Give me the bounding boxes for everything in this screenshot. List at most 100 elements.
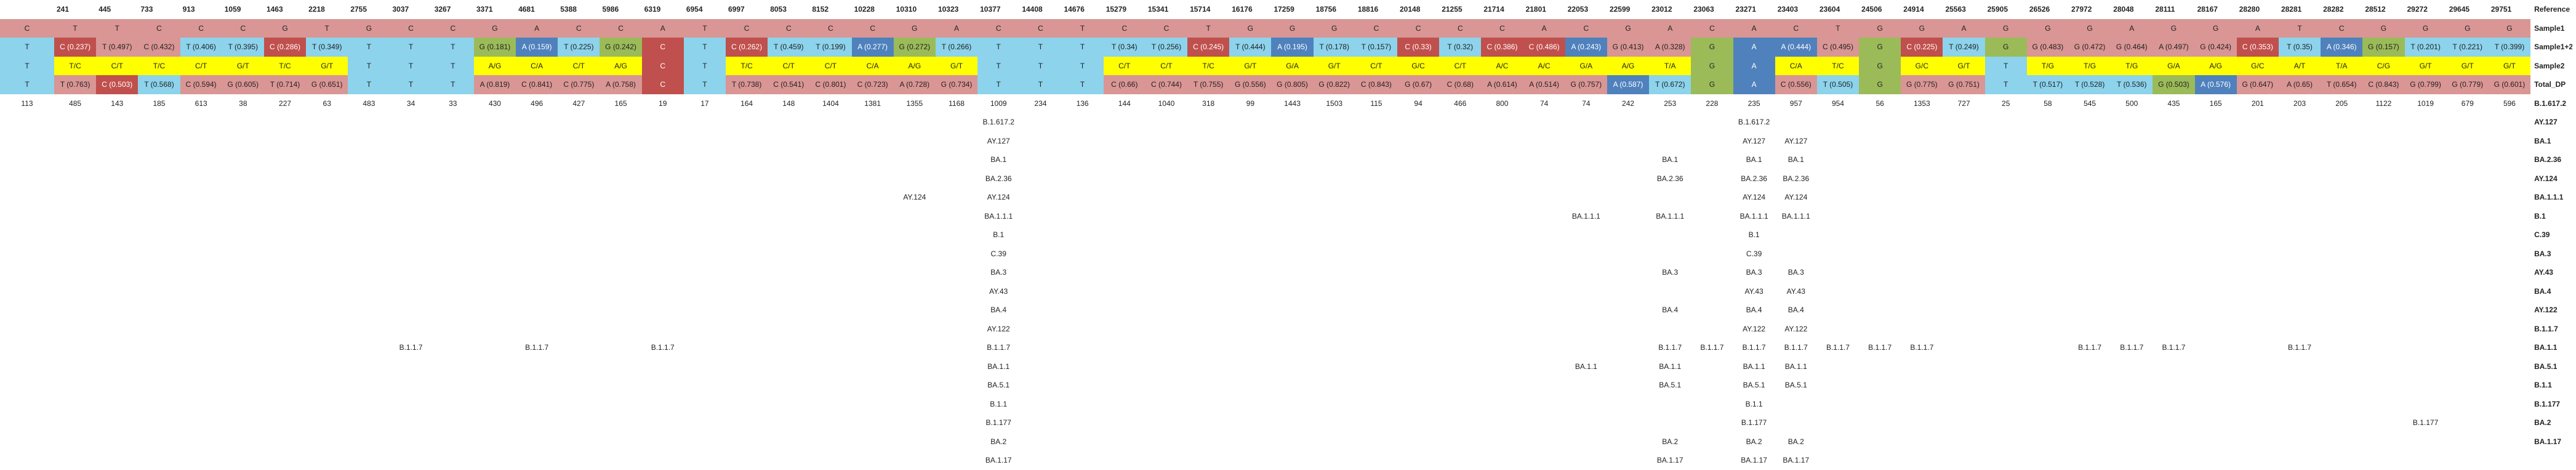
table-cell (935, 225, 978, 245)
table-cell: 19 (641, 94, 684, 113)
table-cell (1607, 357, 1650, 376)
table-cell (54, 169, 97, 188)
table-cell: BA.2 (1733, 432, 1775, 451)
table-cell (851, 376, 894, 395)
table-cell (2069, 188, 2111, 207)
table-cell: T (683, 38, 726, 57)
table-cell: T (0.406) (180, 38, 222, 57)
table-cell: A/T (2278, 56, 2321, 75)
table-cell (1019, 413, 1062, 432)
table-cell (726, 225, 768, 245)
table-cell: C.39 (1733, 244, 1775, 263)
table-cell (348, 451, 390, 470)
table-cell: C (0.33) (1397, 38, 1440, 57)
table-cell (1523, 206, 1565, 225)
table-cell (600, 244, 642, 263)
table-cell (1775, 225, 1817, 245)
table-cell (1313, 150, 1355, 169)
table-cell (263, 169, 307, 188)
table-cell (683, 282, 726, 301)
table-cell (1691, 263, 1733, 282)
table-cell (390, 357, 432, 376)
table-cell (180, 357, 222, 376)
table-cell (1439, 319, 1482, 338)
table-cell: G (0.483) (2026, 38, 2069, 57)
table-cell (1523, 225, 1565, 245)
table-cell (641, 206, 684, 225)
table-cell (558, 394, 600, 413)
table-cell (2069, 301, 2111, 320)
table-cell (1355, 169, 1397, 188)
table-cell (2488, 394, 2531, 413)
table-cell: 17 (683, 94, 726, 113)
table-cell (1565, 282, 1607, 301)
table-cell (1439, 113, 1482, 132)
table-cell (2111, 263, 2153, 282)
position-header: 10377 (980, 5, 1001, 14)
table-cell: 34 (390, 94, 432, 113)
table-cell (1691, 206, 1733, 225)
table-cell (1481, 188, 1523, 207)
table-cell (222, 188, 264, 207)
table-cell (683, 188, 726, 207)
table-cell: T (0.178) (1313, 38, 1355, 57)
table-cell (2069, 206, 2111, 225)
table-cell (1019, 338, 1062, 357)
table-cell (263, 394, 307, 413)
position-header: 26526 (2029, 5, 2050, 14)
table-cell (1481, 150, 1523, 169)
table-cell (600, 357, 642, 376)
table-cell (809, 206, 852, 225)
table-cell (0, 150, 54, 169)
table-cell: G (0.413) (1607, 38, 1650, 57)
table-cell (1271, 169, 1314, 188)
table-cell (2069, 244, 2111, 263)
table-cell: C/T (96, 56, 138, 75)
row-label: Total_DP (2534, 80, 2566, 89)
table-cell (1145, 451, 1188, 470)
table-cell (1145, 150, 1188, 169)
table-cell: C (431, 18, 474, 38)
table-cell (1187, 244, 1230, 263)
table-cell (935, 244, 978, 263)
table-cell: 596 (2488, 94, 2531, 113)
table-cell (1859, 394, 1901, 413)
table-cell (306, 131, 348, 150)
row-label: B.1 (2534, 211, 2546, 221)
table-cell (2111, 451, 2153, 470)
table-cell: T (0.517) (2026, 75, 2069, 94)
table-cell (2362, 357, 2405, 376)
table-cell: BA.4 (1733, 301, 1775, 320)
table-cell (1187, 413, 1230, 432)
position-header: 21714 (1483, 5, 1504, 14)
table-cell (1187, 113, 1230, 132)
table-cell (683, 206, 726, 225)
table-cell (1816, 244, 1860, 263)
table-cell: G/T (306, 56, 348, 75)
table-cell (0, 206, 54, 225)
table-cell: AY.43 (1733, 282, 1775, 301)
table-cell (1943, 244, 1985, 263)
table-cell (222, 338, 264, 357)
table-cell: BA.2.36 (1733, 169, 1775, 188)
table-cell: B.1.1.7 (1775, 338, 1817, 357)
table-cell (1816, 432, 1860, 451)
table-cell: C (0.744) (1145, 75, 1188, 94)
position-header: 15341 (1147, 5, 1169, 14)
position-header: 18756 (1315, 5, 1336, 14)
table-cell: A/G (2194, 56, 2237, 75)
table-cell: C (0.225) (1901, 38, 1943, 57)
table-cell: T (977, 75, 1020, 94)
table-cell (1984, 282, 2027, 301)
table-cell (222, 169, 264, 188)
table-cell (2236, 188, 2279, 207)
table-cell (768, 394, 810, 413)
table-cell: T (1816, 18, 1860, 38)
row-label: Sample1+2 (2534, 43, 2573, 52)
table-cell (390, 113, 432, 132)
table-cell (1271, 413, 1314, 432)
table-cell (473, 263, 516, 282)
row-label: BA.1.1 (2534, 343, 2558, 352)
table-cell: 143 (96, 94, 138, 113)
table-cell: 430 (473, 94, 516, 113)
